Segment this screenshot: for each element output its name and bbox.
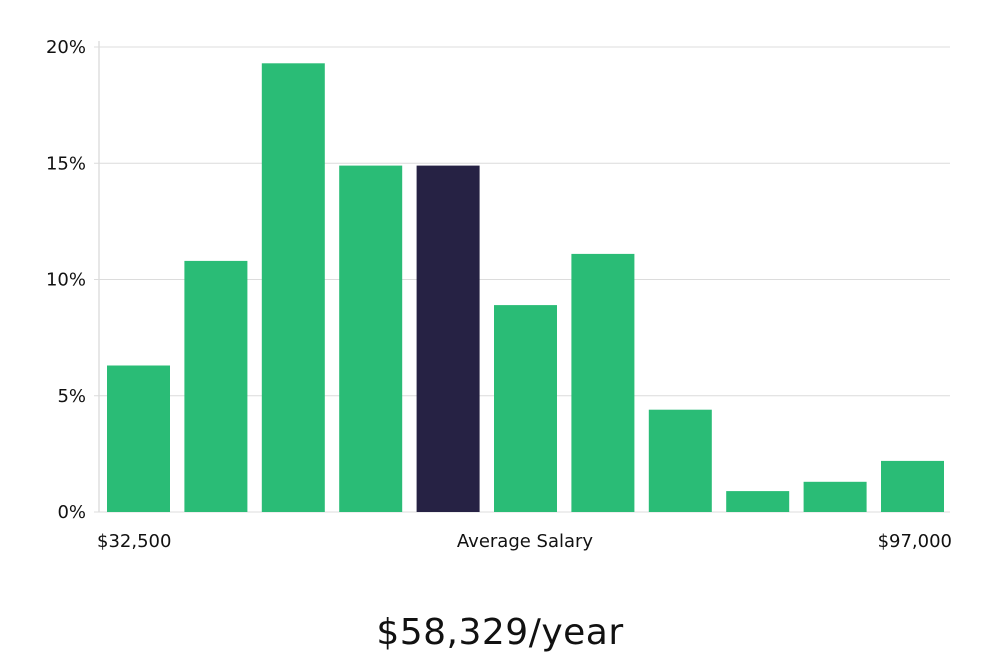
histogram-bar (261, 63, 325, 513)
x-axis-max-label: $97,000 (878, 531, 952, 552)
chart-bars (107, 63, 944, 513)
histogram-bar (648, 409, 712, 512)
salary-histogram-chart: 0% 5% 10% 15% 20% $32,500 Average Salary $97… (46, 37, 952, 552)
x-axis-labels: $32,500 Average Salary $97,000 (97, 531, 952, 552)
histogram-bar (107, 365, 170, 512)
y-axis-tick-labels: 0% 5% 10% 15% 20% (46, 37, 86, 523)
x-axis-title: Average Salary (457, 531, 594, 552)
histogram-bar (881, 460, 944, 512)
histogram-bar (184, 260, 248, 512)
y-tick-label: 5% (57, 386, 86, 407)
y-tick-label: 15% (46, 153, 86, 174)
histogram-bar (494, 305, 557, 512)
histogram-bar (571, 253, 635, 512)
y-tick-label: 20% (46, 37, 86, 58)
histogram-bar (726, 491, 790, 512)
histogram-bar (803, 481, 867, 512)
histogram-bar-average (416, 165, 480, 512)
y-tick-label: 10% (46, 270, 86, 291)
y-tick-label: 0% (57, 502, 86, 523)
average-salary-value: $58,329/year (376, 612, 624, 653)
histogram-bar (339, 165, 403, 512)
x-axis-min-label: $32,500 (97, 531, 171, 552)
